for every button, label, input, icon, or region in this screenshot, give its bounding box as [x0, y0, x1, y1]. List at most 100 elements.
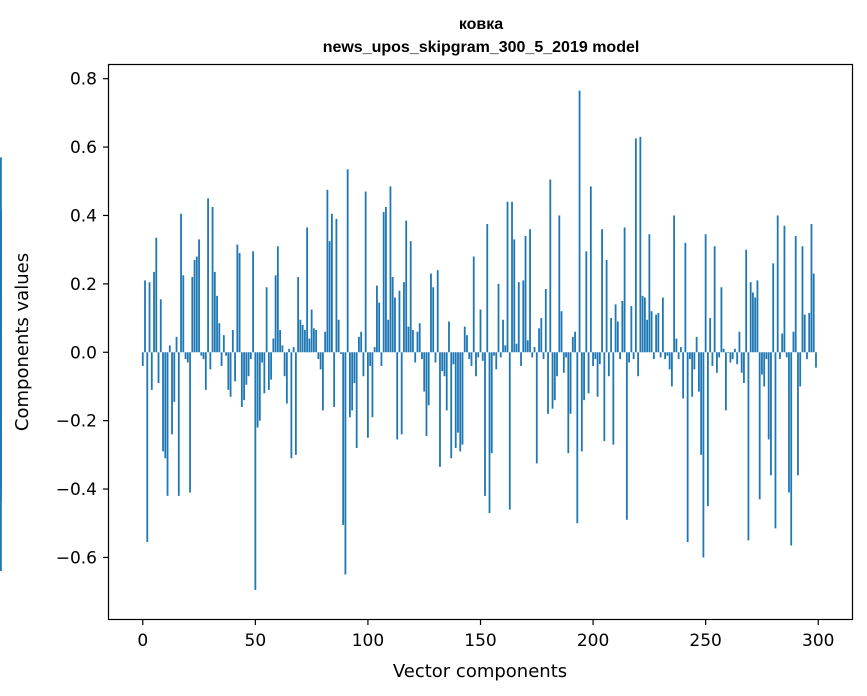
- bar-241: [684, 242, 687, 353]
- bar-209: [612, 352, 615, 445]
- y-axis-ticks: −0.6 −0.4 −0.2 0.0 0.2 0.4 0.6 0.8: [56, 70, 109, 568]
- bar-247: [698, 352, 700, 392]
- y-tick-label: −0.2: [56, 412, 97, 432]
- bar-21: [189, 352, 191, 493]
- bar-69: [297, 277, 300, 353]
- bar-277: [765, 352, 768, 360]
- bar-105: [378, 302, 381, 353]
- bar-180: [547, 352, 549, 414]
- bar-29: [207, 198, 209, 353]
- bar-32: [213, 271, 216, 353]
- bar-88: [340, 352, 342, 354]
- bar-23: [193, 259, 196, 353]
- bar-171: [526, 340, 529, 353]
- bar-207: [607, 352, 610, 377]
- bar-81: [324, 331, 327, 353]
- bar-71: [301, 324, 304, 353]
- bar-258: [722, 348, 725, 353]
- bar-233: [666, 352, 669, 356]
- bar-146: [470, 352, 473, 366]
- bar-175: [535, 352, 538, 464]
- bar-286: [785, 352, 788, 358]
- bar-55: [265, 287, 268, 353]
- bar-250: [704, 234, 707, 353]
- bar-195: [580, 352, 583, 452]
- bar-194: [578, 90, 581, 353]
- bar-178: [542, 352, 545, 360]
- bar-275: [761, 352, 763, 375]
- bar-10: [164, 352, 167, 459]
- bar-84: [331, 213, 333, 353]
- bar-238: [677, 352, 680, 360]
- bar-223: [643, 297, 646, 353]
- bar-38: [227, 352, 230, 390]
- y-tick-label: 0.0: [70, 343, 97, 363]
- bar-165: [513, 239, 516, 353]
- bar-213: [621, 300, 624, 353]
- bar-210: [614, 304, 617, 353]
- bar-268: [745, 249, 748, 353]
- bar-203: [598, 352, 601, 365]
- bar-103: [373, 347, 376, 353]
- bar-17: [180, 213, 182, 353]
- bar-232: [664, 352, 667, 360]
- bar-48: [249, 352, 252, 360]
- y-tick-label: −0.4: [56, 480, 97, 500]
- bar-262: [731, 352, 734, 360]
- bar-198: [587, 352, 590, 394]
- bar-147: [472, 256, 475, 353]
- bar-31: [211, 206, 214, 353]
- bar-298: [812, 273, 815, 353]
- y-tick-label: 0.2: [70, 275, 97, 295]
- x-axis-label: Vector components: [393, 661, 567, 682]
- bar-183: [553, 352, 556, 401]
- bar-150: [479, 309, 482, 353]
- bar-288: [790, 352, 793, 546]
- bar-64: [285, 352, 288, 404]
- bar-294: [803, 314, 806, 353]
- y-tick-label: 0.4: [70, 206, 97, 226]
- bar-43: [238, 253, 241, 353]
- bar-109: [387, 319, 390, 353]
- bar-190: [569, 352, 572, 414]
- bar-197: [585, 251, 588, 353]
- bar-113: [396, 352, 399, 440]
- bar-56: [267, 352, 270, 390]
- bar-97: [360, 331, 363, 353]
- bar-41: [234, 352, 236, 382]
- y-tick-label: 0.6: [70, 138, 97, 158]
- bars-group: [0, 90, 817, 590]
- bar-168: [520, 352, 522, 366]
- bar-130: [434, 352, 437, 363]
- bar-122: [416, 331, 419, 353]
- bar-6: [155, 237, 158, 353]
- bar-62: [281, 345, 284, 353]
- bar-172: [529, 229, 531, 353]
- bar-138: [452, 352, 455, 365]
- bar-181: [549, 179, 552, 353]
- bar-14: [173, 352, 176, 402]
- bar-149: [477, 352, 480, 358]
- bar-217: [630, 306, 633, 353]
- bar-0: [141, 352, 144, 366]
- y-tick-label: 0.8: [70, 70, 97, 90]
- bar-152: [484, 352, 486, 496]
- bar-25: [198, 239, 200, 353]
- bar-271: [752, 292, 754, 353]
- bar-86: [335, 218, 338, 353]
- bar-230: [659, 352, 662, 358]
- bar-98: [362, 352, 365, 377]
- bar-224: [646, 319, 649, 353]
- bar-142: [461, 352, 464, 445]
- bar-18: [182, 275, 185, 353]
- bar-101: [369, 352, 372, 366]
- bar-261: [729, 352, 732, 363]
- bar-235: [670, 352, 673, 387]
- bar-95: [355, 352, 358, 449]
- bar-42: [236, 244, 239, 353]
- bar-22: [191, 277, 194, 353]
- bar-73: [306, 227, 309, 353]
- bar-293: [801, 246, 804, 353]
- bar-273: [756, 280, 759, 353]
- bar-256: [718, 352, 721, 358]
